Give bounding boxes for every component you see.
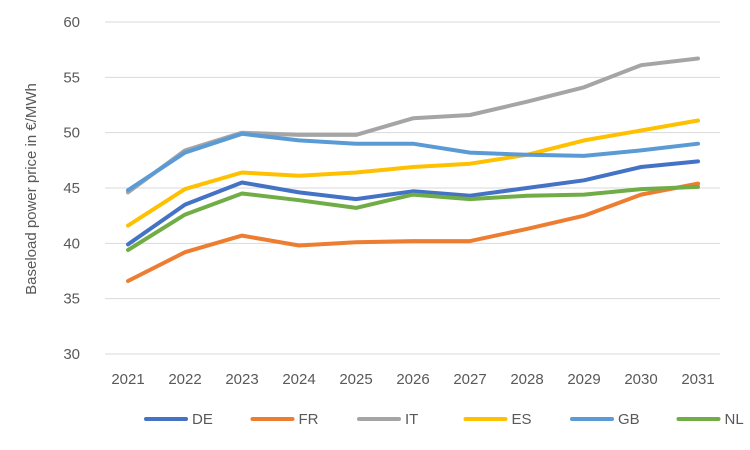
legend-label-de: DE (192, 411, 213, 428)
legend: DE FR IT ES GB NL (144, 411, 744, 428)
x-tick-label: 2026 (396, 371, 429, 388)
legend-label-fr: FR (299, 411, 319, 428)
x-tick-label: 2022 (168, 371, 201, 388)
series-lines (126, 56, 700, 283)
legend-label-es: ES (512, 411, 532, 428)
y-tick-label: 35 (63, 291, 80, 308)
y-axis-title: Baseload power price in €/MWh (23, 83, 40, 295)
x-tick-label: 2025 (339, 371, 372, 388)
x-tick-label: 2031 (681, 371, 714, 388)
legend-label-nl: NL (725, 411, 744, 428)
series-line-fr (126, 181, 700, 283)
x-tick-label: 2023 (225, 371, 258, 388)
x-tick-label: 2024 (282, 371, 315, 388)
y-tick-label: 50 (63, 125, 80, 142)
x-tick-label: 2028 (510, 371, 543, 388)
y-tick-label: 55 (63, 69, 80, 86)
y-tick-label: 30 (63, 346, 80, 363)
legend-label-it: IT (405, 411, 418, 428)
series-line-gb (126, 131, 700, 193)
x-tick-label: 2021 (111, 371, 144, 388)
gridlines (105, 21, 720, 355)
x-tick-label: 2030 (624, 371, 657, 388)
x-axis-ticks: 2021 2022 2023 2024 2025 2026 2027 2028 2029 2030… (111, 371, 714, 388)
y-tick-label: 60 (63, 14, 80, 31)
x-tick-label: 2029 (567, 371, 600, 388)
legend-label-gb: GB (618, 411, 640, 428)
y-tick-label: 40 (63, 235, 80, 252)
series-line-es (126, 118, 700, 228)
y-axis-ticks: 30 35 40 45 50 55 60 (63, 14, 80, 363)
series-line-nl (126, 184, 700, 252)
x-tick-label: 2027 (453, 371, 486, 388)
series-line-de (126, 159, 700, 247)
y-tick-label: 45 (63, 180, 80, 197)
